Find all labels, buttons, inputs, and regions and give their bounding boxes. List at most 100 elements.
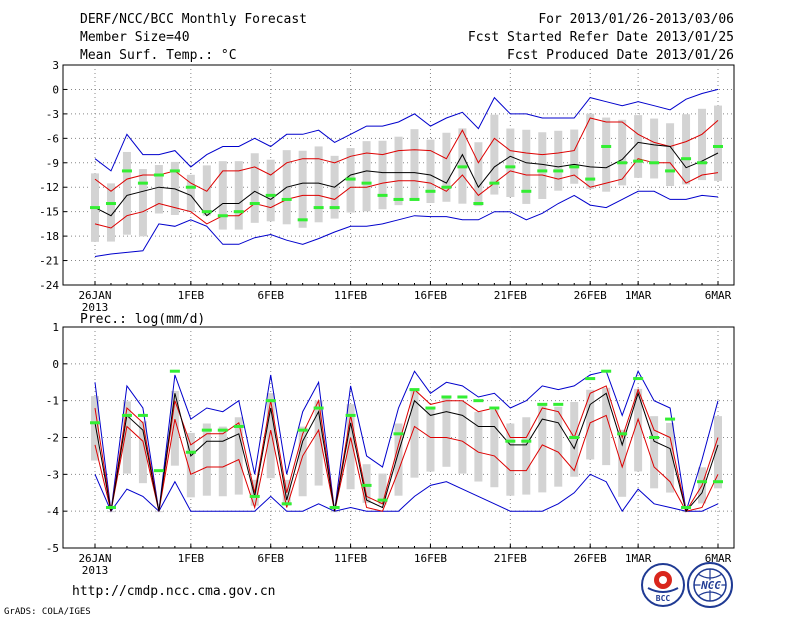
temp-x-tick-label: 26FEB bbox=[574, 289, 607, 302]
temp-x-tick-label: 11FEB bbox=[334, 289, 367, 302]
prec-obs-marker bbox=[249, 494, 260, 498]
prec-obs-marker bbox=[377, 498, 388, 502]
temp-spread-high-line bbox=[94, 117, 719, 192]
temp-obs-marker bbox=[665, 169, 676, 173]
prec-ensemble-bar bbox=[586, 389, 595, 460]
prec-obs-marker bbox=[313, 406, 324, 410]
footer-url: http://cmdp.ncc.cma.gov.cn bbox=[72, 584, 276, 599]
temp-obs-marker bbox=[137, 181, 148, 185]
temp-obs-marker bbox=[393, 197, 404, 201]
temp-obs-marker bbox=[169, 169, 180, 173]
prec-min-line bbox=[94, 473, 719, 513]
temp-ensemble-bar bbox=[362, 141, 371, 212]
prec-obs-marker bbox=[217, 428, 228, 432]
prec-ensemble-bar bbox=[234, 417, 243, 495]
temp-obs-marker bbox=[553, 169, 564, 173]
prec-y-tick-label: -4 bbox=[46, 505, 60, 518]
prec-obs-marker bbox=[697, 480, 708, 484]
prec-obs-marker bbox=[265, 399, 276, 403]
prec-obs-marker bbox=[569, 436, 580, 439]
prec-ensemble-bar bbox=[442, 397, 451, 467]
temp-max-line bbox=[94, 190, 719, 257]
temp-obs-marker bbox=[681, 157, 692, 161]
temp-ensemble-bar bbox=[650, 118, 659, 179]
prec-obs-marker bbox=[201, 428, 212, 432]
temp-ensemble-bar bbox=[554, 130, 563, 191]
prec-obs-marker bbox=[601, 369, 612, 373]
temp-ensemble-bar bbox=[570, 129, 579, 184]
temp-y-tick-label: -12 bbox=[39, 181, 59, 194]
prec-obs-marker bbox=[185, 450, 196, 454]
temp-obs-marker bbox=[153, 173, 164, 177]
temp-ensemble-bar bbox=[634, 115, 643, 178]
prec-ensemble-bar bbox=[170, 390, 179, 466]
temp-ensemble-bar bbox=[122, 151, 131, 235]
temp-ensemble-bar bbox=[314, 146, 323, 223]
prec-obs-marker bbox=[473, 399, 484, 403]
prec-y-tick-label: -1 bbox=[46, 395, 59, 408]
temp-x-tick-label: 21FEB bbox=[494, 289, 527, 302]
prec-obs-marker bbox=[441, 395, 452, 399]
prec-obs-marker bbox=[521, 439, 532, 443]
prec-ensemble-bar bbox=[362, 464, 371, 503]
temp-obs-marker bbox=[425, 189, 436, 193]
temp-obs-marker bbox=[713, 144, 723, 148]
temp-ensemble-bar bbox=[426, 139, 435, 203]
temp-x-tick-label: 1MAR bbox=[625, 289, 652, 302]
header-title: DERF/NCC/BCC Monthly Forecast bbox=[80, 12, 307, 27]
temp-obs-marker bbox=[105, 202, 116, 206]
bcc-logo: BCC bbox=[641, 563, 685, 607]
prec-obs-marker bbox=[169, 369, 180, 373]
prec-x-year-label: 2013 bbox=[82, 564, 109, 577]
prec-obs-marker bbox=[297, 428, 308, 432]
temp-obs-marker bbox=[505, 165, 516, 169]
prec-obs-marker bbox=[649, 436, 660, 439]
prec-ensemble-bar bbox=[346, 404, 355, 490]
temp-obs-marker bbox=[185, 185, 196, 189]
prec-obs-marker bbox=[425, 406, 436, 410]
temp-ensemble-bar bbox=[442, 132, 451, 202]
prec-max-line bbox=[94, 369, 719, 512]
prec-obs-marker bbox=[617, 432, 628, 436]
prec-ensemble-bar bbox=[122, 401, 131, 474]
temp-ensemble-bar bbox=[154, 165, 163, 214]
prec-obs-marker bbox=[281, 502, 292, 506]
temp-ensemble-bar bbox=[410, 129, 419, 201]
bcc-logo-text: BCC bbox=[656, 594, 671, 603]
temp-ensemble-bar bbox=[138, 169, 147, 237]
temp-obs-marker bbox=[601, 144, 612, 148]
temp-y-tick-label: 0 bbox=[52, 83, 59, 96]
temp-obs-marker bbox=[297, 218, 308, 222]
header-forecast-period: For 2013/01/26-2013/03/06 bbox=[538, 12, 734, 27]
prec-x-tick-label: 26JAN bbox=[78, 552, 111, 565]
prec-spread-low-line bbox=[94, 414, 719, 512]
temp-obs-marker bbox=[361, 181, 372, 185]
prec-y-tick-label: -2 bbox=[46, 432, 59, 445]
temp-ensemble-bar bbox=[522, 129, 531, 204]
prec-obs-marker bbox=[713, 480, 723, 484]
prec-x-tick-label: 21FEB bbox=[494, 552, 527, 565]
prec-ensemble-bar bbox=[522, 417, 531, 495]
temp-y-tick-label: -15 bbox=[39, 206, 59, 219]
temp-obs-marker bbox=[649, 161, 660, 165]
prec-x-tick-label: 16FEB bbox=[414, 552, 447, 565]
temp-obs-marker bbox=[473, 202, 484, 206]
temp-y-tick-label: 3 bbox=[52, 59, 59, 72]
temp-obs-marker bbox=[617, 161, 628, 165]
temp-ensemble-bar bbox=[234, 161, 243, 230]
prec-obs-marker bbox=[537, 402, 548, 406]
temp-ensemble-bar bbox=[250, 153, 259, 223]
prec-spread-high-line bbox=[94, 385, 719, 513]
prec-ensemble-bar bbox=[634, 388, 643, 472]
prec-ensemble-bar bbox=[458, 401, 467, 474]
prec-obs-marker bbox=[137, 413, 148, 417]
prec-ensemble-bar bbox=[298, 426, 307, 497]
temp-x-year-label: 2013 bbox=[82, 301, 109, 314]
temp-ensemble-bar bbox=[394, 136, 403, 206]
temp-obs-marker bbox=[249, 202, 260, 206]
prec-obs-marker bbox=[105, 505, 116, 509]
prec-ensemble-bar bbox=[506, 423, 515, 496]
temp-obs-marker bbox=[697, 161, 708, 165]
temp-mean-line bbox=[94, 141, 719, 217]
prec-ensemble-bar bbox=[666, 422, 675, 493]
